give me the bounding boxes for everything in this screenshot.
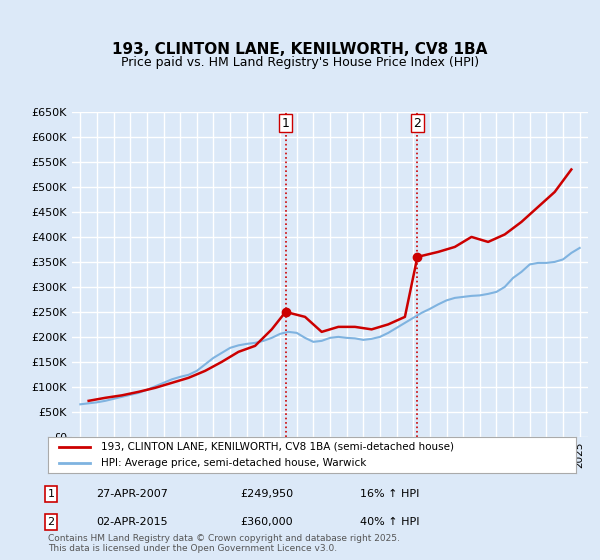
Text: 1: 1 — [47, 489, 55, 499]
Text: £360,000: £360,000 — [240, 517, 293, 527]
Text: 2: 2 — [413, 117, 421, 130]
Text: 40% ↑ HPI: 40% ↑ HPI — [360, 517, 419, 527]
Text: 193, CLINTON LANE, KENILWORTH, CV8 1BA: 193, CLINTON LANE, KENILWORTH, CV8 1BA — [112, 42, 488, 57]
Text: 193, CLINTON LANE, KENILWORTH, CV8 1BA (semi-detached house): 193, CLINTON LANE, KENILWORTH, CV8 1BA (… — [101, 442, 454, 452]
Text: Price paid vs. HM Land Registry's House Price Index (HPI): Price paid vs. HM Land Registry's House … — [121, 56, 479, 69]
Text: 27-APR-2007: 27-APR-2007 — [96, 489, 168, 499]
Text: 2: 2 — [47, 517, 55, 527]
Text: HPI: Average price, semi-detached house, Warwick: HPI: Average price, semi-detached house,… — [101, 458, 366, 468]
Text: 16% ↑ HPI: 16% ↑ HPI — [360, 489, 419, 499]
Text: 02-APR-2015: 02-APR-2015 — [96, 517, 167, 527]
Text: Contains HM Land Registry data © Crown copyright and database right 2025.
This d: Contains HM Land Registry data © Crown c… — [48, 534, 400, 553]
Text: £249,950: £249,950 — [240, 489, 293, 499]
Text: 1: 1 — [281, 117, 289, 130]
